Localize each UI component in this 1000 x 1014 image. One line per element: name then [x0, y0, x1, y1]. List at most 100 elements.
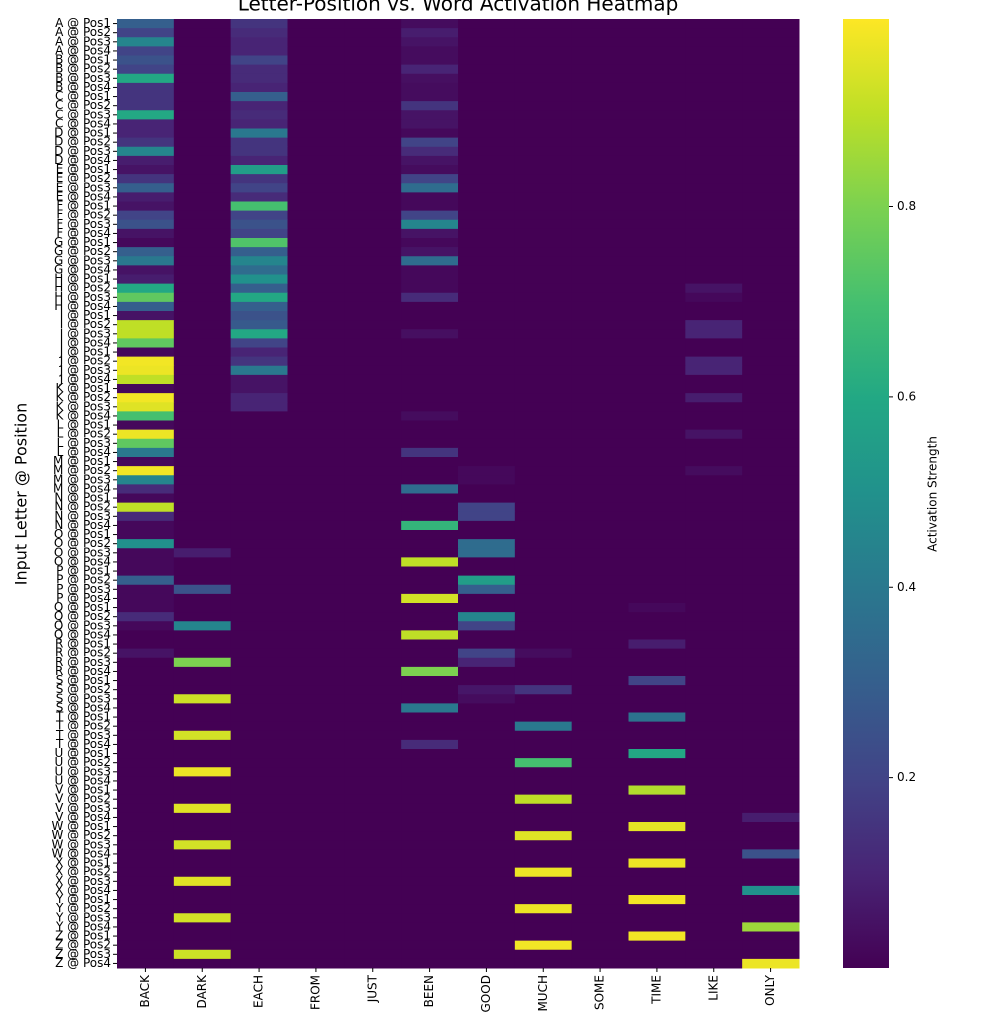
heatmap-cell [401, 612, 459, 622]
heatmap-cell [344, 858, 402, 869]
heatmap-cell [344, 411, 402, 421]
heatmap-cell [117, 347, 175, 358]
heatmap-cell [458, 794, 516, 805]
heatmap-cell [742, 840, 800, 850]
heatmap-cell [401, 82, 459, 93]
heatmap-cell [628, 520, 686, 531]
heatmap-cell [230, 28, 288, 38]
heatmap-cell [628, 174, 686, 184]
heatmap-cell [287, 530, 345, 540]
heatmap-cell [287, 420, 345, 431]
heatmap-cell [685, 940, 743, 951]
heatmap-cell [571, 776, 629, 786]
heatmap-cell [173, 520, 232, 531]
heatmap-cell [173, 730, 232, 741]
heatmap-cell [344, 37, 402, 47]
heatmap-cell [287, 575, 345, 586]
y-tick-label: K @ Pos4 [55, 408, 111, 422]
heatmap-cell [458, 347, 516, 358]
heatmap-cell [117, 940, 175, 951]
heatmap-cell [117, 913, 175, 923]
heatmap-cell [742, 584, 800, 595]
x-tick-label: BACK [138, 974, 152, 1008]
heatmap-cell [685, 64, 743, 75]
heatmap-cell [742, 657, 800, 668]
heatmap-cell [287, 694, 345, 704]
heatmap-cell [344, 238, 402, 248]
heatmap-cell [685, 19, 743, 29]
heatmap-cell [117, 219, 175, 230]
heatmap-cell [287, 28, 345, 38]
heatmap-cell [230, 712, 288, 723]
heatmap-cell [514, 685, 573, 695]
heatmap-cell [344, 566, 402, 577]
y-tick-label: W @ Pos1 [51, 819, 111, 833]
heatmap-cell [458, 712, 516, 723]
heatmap-cell [514, 712, 573, 723]
heatmap-cell [685, 913, 743, 923]
heatmap-cell [117, 283, 175, 294]
heatmap-cell [117, 958, 175, 969]
heatmap-cell [401, 904, 459, 914]
heatmap-cell [117, 247, 175, 257]
heatmap-cell [287, 739, 345, 750]
heatmap-cell [287, 475, 345, 485]
heatmap-cell [401, 301, 459, 312]
y-tick-label: E @ Pos4 [56, 189, 111, 203]
heatmap-cell [117, 666, 175, 677]
heatmap-cell [230, 566, 288, 577]
heatmap-cell [685, 867, 743, 878]
x-tick-label: LIKE [706, 975, 720, 1001]
heatmap-cell [458, 593, 516, 604]
heatmap-cell [685, 329, 743, 339]
heatmap-cell [117, 849, 175, 859]
heatmap-cell [344, 338, 402, 348]
heatmap-cell [173, 767, 232, 777]
heatmap-cell [685, 648, 743, 659]
heatmap-cell [571, 958, 629, 969]
heatmap-cell [173, 593, 232, 604]
heatmap-cell [287, 238, 345, 248]
heatmap-cell [685, 466, 743, 476]
heatmap-cell [571, 219, 629, 230]
heatmap-cell [628, 584, 686, 595]
heatmap-cell [287, 320, 345, 330]
heatmap-cell [287, 384, 345, 394]
heatmap-cell [685, 511, 743, 522]
heatmap-cell [628, 876, 686, 887]
heatmap-cell [401, 238, 459, 248]
heatmap-cell [628, 402, 686, 412]
heatmap-cell [571, 155, 629, 166]
heatmap-cell [628, 822, 686, 832]
heatmap-cell [571, 922, 629, 932]
heatmap-cell [173, 575, 232, 586]
heatmap-cell [401, 730, 459, 741]
heatmap-cell [685, 822, 743, 832]
heatmap-cell [230, 867, 288, 878]
heatmap-cell [173, 402, 232, 412]
heatmap-cell [514, 73, 573, 84]
heatmap-cell [685, 447, 743, 458]
heatmap-cell [685, 484, 743, 494]
heatmap-cell [458, 648, 516, 659]
heatmap-cell [173, 822, 232, 832]
heatmap-cell [742, 767, 800, 777]
heatmap-cell [230, 64, 288, 75]
heatmap-cell [173, 584, 232, 595]
heatmap-cell [287, 219, 345, 230]
heatmap-cell [742, 192, 800, 202]
y-tick-label: B @ Pos4 [55, 80, 111, 94]
heatmap-cell [571, 703, 629, 713]
heatmap-cell [628, 840, 686, 850]
heatmap-cell [117, 575, 175, 586]
heatmap-cell [685, 812, 743, 823]
heatmap-cell [230, 110, 288, 120]
heatmap-cell [742, 37, 800, 47]
heatmap-cell [401, 639, 459, 650]
heatmap-cell [117, 630, 175, 640]
heatmap-cell [173, 256, 232, 266]
heatmap-cell [742, 265, 800, 275]
heatmap-cell [685, 885, 743, 896]
heatmap-cell [628, 758, 686, 768]
heatmap-cell [628, 867, 686, 878]
